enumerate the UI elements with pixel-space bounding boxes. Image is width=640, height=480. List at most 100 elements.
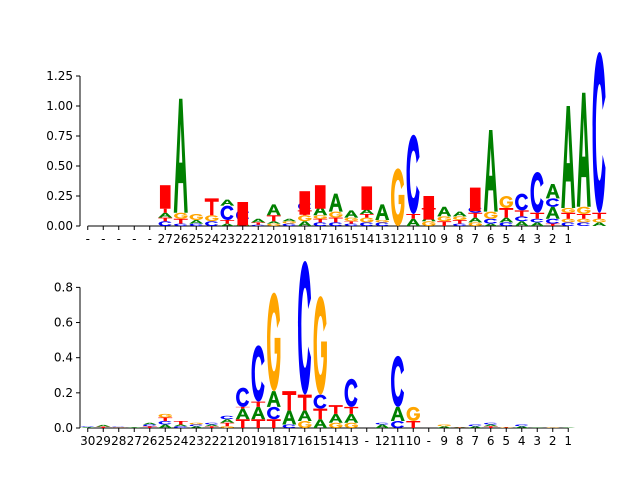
letter-A-1-12-2 — [266, 391, 281, 407]
letter-C-0-19-0 — [375, 222, 389, 226]
letter-A-1-0-0 — [80, 427, 95, 428]
x-tick-label-1-30: 2 — [549, 434, 557, 448]
letter-C-0-27-0 — [499, 222, 513, 226]
logo-column-1-20 — [390, 355, 405, 428]
logo-column-1-9 — [220, 415, 235, 428]
logo-column-0-21 — [406, 134, 421, 226]
letter-C-1-19-1 — [375, 422, 389, 425]
logo-column-0-19 — [375, 204, 390, 226]
x-tick-label-0-6: 26 — [173, 232, 188, 246]
logo-column-1-14 — [297, 261, 312, 428]
y-tick-label-0-0: 0.00 — [46, 219, 73, 233]
x-tick-label-1-25: 7 — [471, 434, 479, 448]
letter-G-0-32-3 — [577, 206, 591, 214]
x-tick-label-0-23: 9 — [440, 232, 448, 246]
logo-column-0-12 — [266, 204, 281, 226]
letter-A-1-19-0 — [375, 424, 390, 428]
x-tick-label-0-2: - — [117, 232, 121, 246]
letter-A-1-24-1 — [452, 426, 467, 428]
gap-box-0-10 — [237, 202, 249, 226]
letter-A-0-17-3 — [344, 210, 359, 218]
x-tick-label-1-5: 25 — [158, 434, 173, 448]
logo-column-1-0 — [80, 426, 95, 428]
x-tick-label-1-1: 29 — [96, 434, 111, 448]
letter-C-1-4-1 — [143, 424, 157, 427]
top-logo-panel: 0.000.250.500.751.001.25- - - - -27 26 25 24 23 2… — [46, 51, 607, 246]
x-tick-label-0-4: - — [148, 232, 152, 246]
x-tick-label-1-18: - — [365, 434, 369, 448]
letter-A-0-21-0 — [406, 218, 421, 226]
x-tick-label-0-7: 25 — [189, 232, 204, 246]
x-tick-label-0-15: 17 — [313, 232, 328, 246]
letter-G-0-27-3 — [499, 196, 513, 208]
logo-column-1-28 — [514, 424, 529, 428]
letter-G-0-7-2 — [189, 214, 203, 220]
letter-C-1-8-2 — [205, 422, 219, 425]
letter-C-0-21-2 — [406, 134, 420, 214]
letter-A-1-20-1 — [390, 406, 405, 421]
letter-A-1-3-0 — [127, 427, 142, 428]
x-tick-label-0-24: 8 — [456, 232, 464, 246]
x-tick-label-1-16: 14 — [328, 434, 343, 448]
logo-column-0-31 — [561, 106, 576, 226]
letter-G-0-14-1 — [298, 215, 312, 222]
letter-A-0-28-0 — [514, 221, 529, 226]
letter-G-0-20-0 — [391, 168, 405, 226]
letter-T-1-14-2 — [297, 394, 312, 411]
logo-column-0-23 — [437, 206, 452, 226]
letter-A-1-23-0 — [437, 426, 452, 428]
logo-column-0-8 — [204, 198, 219, 226]
x-tick-label-1-10: 20 — [235, 434, 250, 448]
letter-A-1-11-1 — [251, 406, 266, 420]
letter-T-1-11-0 — [251, 419, 266, 428]
y-tick-label-1-1: 0.2 — [54, 386, 73, 400]
letter-C-1-0-1 — [81, 426, 95, 428]
letter-T-0-8-2 — [204, 198, 219, 216]
letter-A-0-5-2 — [158, 212, 173, 218]
logo-column-1-4 — [142, 422, 157, 428]
x-tick-label-0-3: - — [132, 232, 136, 246]
logo-column-1-2 — [112, 426, 126, 428]
letter-A-0-12-3 — [266, 204, 281, 216]
x-tick-label-0-9: 23 — [220, 232, 235, 246]
letter-C-0-16-0 — [329, 222, 343, 226]
letter-C-0-28-3 — [515, 193, 529, 211]
letter-G-1-27-0 — [499, 427, 513, 428]
letter-C-1-20-2 — [391, 355, 405, 407]
letter-C-0-30-1 — [546, 218, 560, 224]
logo-column-0-16 — [328, 193, 343, 226]
x-tick-label-1-26: 6 — [487, 434, 495, 448]
x-tick-label-1-13: 17 — [282, 434, 297, 448]
x-tick-label-1-15: 15 — [313, 434, 328, 448]
logo-column-1-1 — [96, 424, 111, 428]
letter-T-0-23-0 — [437, 221, 452, 226]
x-tick-label-1-17: 13 — [344, 434, 359, 448]
letter-G-0-17-2 — [344, 217, 358, 222]
x-tick-label-1-31: 1 — [564, 434, 572, 448]
letter-T-1-10-0 — [235, 419, 250, 428]
letter-T-0-29-2 — [530, 212, 545, 219]
letter-C-1-20-0 — [391, 420, 405, 428]
logo-column-0-25 — [468, 187, 483, 226]
letter-G-0-12-0 — [267, 223, 281, 226]
x-tick-label-0-31: 1 — [564, 232, 572, 246]
letter-A-1-29-0 — [530, 427, 545, 428]
letter-A-1-8-1 — [204, 424, 219, 427]
letter-T-0-15-1 — [313, 218, 328, 223]
letter-T-0-12-2 — [266, 215, 281, 222]
x-tick-label-0-18: 14 — [359, 232, 374, 246]
letter-A-1-16-1 — [328, 413, 343, 423]
logo-column-1-24 — [452, 426, 467, 428]
letter-G-0-31-1 — [561, 218, 575, 223]
x-tick-label-0-17: 15 — [344, 232, 359, 246]
letter-T-0-6-1 — [173, 218, 188, 224]
letter-A-1-17-1 — [344, 413, 359, 423]
logo-column-1-30 — [546, 427, 560, 428]
letter-T-1-27-1 — [499, 426, 514, 428]
letter-A-0-31-4 — [561, 106, 576, 208]
logo-column-1-21 — [406, 406, 421, 428]
letter-A-0-14-0 — [297, 221, 312, 226]
x-tick-label-0-20: 12 — [390, 232, 405, 246]
